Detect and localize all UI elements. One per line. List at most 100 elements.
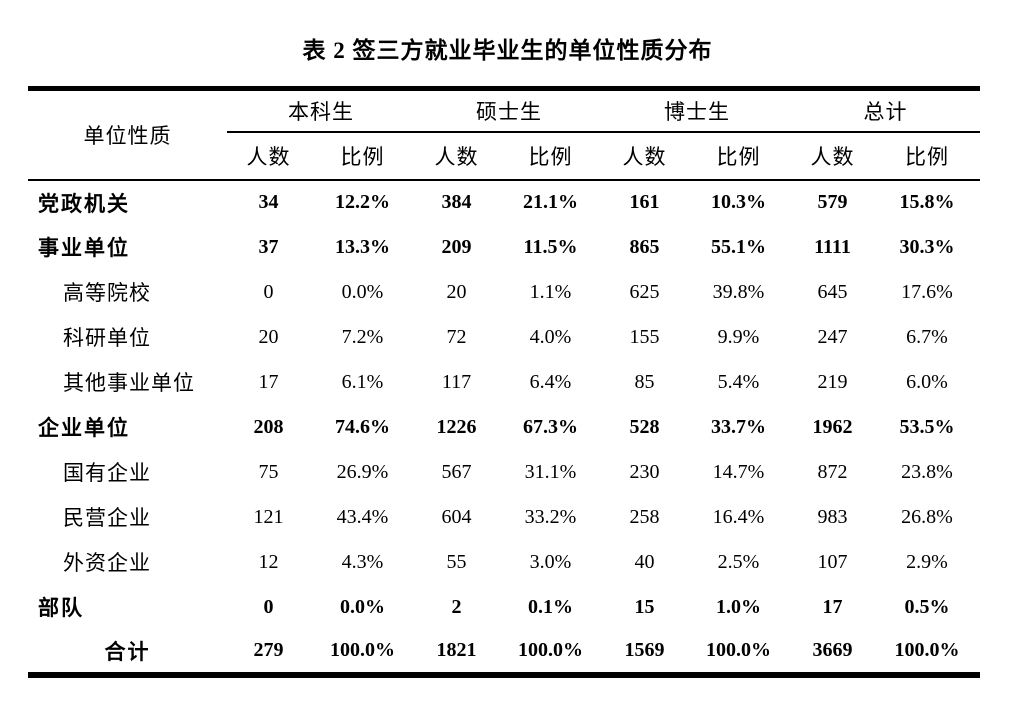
unit-nature-table: 单位性质 本科生 硕士生 博士生 总计 人数 比例 人数 比例 人数 比例 人数… xyxy=(28,86,980,678)
cell-count: 219 xyxy=(817,370,848,393)
table-row: 民营企业 121 43.4% 604 33.2% 258 16.4% 983 26.8% xyxy=(28,495,980,540)
cell-ratio: 10.3% xyxy=(711,191,766,213)
corner-header: 单位性质 xyxy=(28,88,227,181)
cell-count: 384 xyxy=(441,191,472,213)
cell-ratio: 33.7% xyxy=(711,415,766,438)
cell-count: 155 xyxy=(629,325,660,348)
cell-count: 0 xyxy=(263,595,274,618)
cell-ratio: 0.0% xyxy=(340,595,385,618)
cell-count: 75 xyxy=(258,460,279,483)
table-caption: 表 2 签三方就业毕业生的单位性质分布 xyxy=(302,38,713,63)
sub-header-ratio: 比例 xyxy=(874,131,980,181)
cell-ratio: 53.5% xyxy=(899,415,955,438)
cell-ratio: 33.2% xyxy=(524,505,577,528)
cell-count: 161 xyxy=(629,191,660,213)
group-header-total: 总计 xyxy=(791,88,980,133)
cell-count: 258 xyxy=(629,505,660,528)
cell-ratio: 23.8% xyxy=(901,460,953,483)
cell-ratio: 100.0% xyxy=(330,639,395,661)
cell-count: 865 xyxy=(629,235,660,258)
cell-ratio: 2.5% xyxy=(717,550,760,573)
cell-ratio: 12.2% xyxy=(335,191,390,213)
cell-count: 1821 xyxy=(436,639,477,661)
cell-count: 2 xyxy=(451,595,462,618)
cell-count: 1569 xyxy=(624,639,665,661)
cell-count: 230 xyxy=(629,460,660,483)
cell-count: 247 xyxy=(817,325,848,348)
cell-ratio: 100.0% xyxy=(518,639,583,661)
cell-ratio: 2.9% xyxy=(906,550,948,573)
cell-count: 20 xyxy=(446,280,467,303)
sub-header-count: 人数 xyxy=(227,131,310,181)
cell-count: 20 xyxy=(258,325,279,348)
cell-count: 1111 xyxy=(814,235,851,258)
table-row: 党政机关 34 12.2% 384 21.1% 161 10.3% 579 15.8% xyxy=(28,180,980,225)
cell-count: 117 xyxy=(441,370,472,393)
row-label: 部队 xyxy=(38,596,84,620)
cell-count: 40 xyxy=(634,550,655,573)
cell-ratio: 100.0% xyxy=(706,639,771,661)
cell-count: 208 xyxy=(253,415,284,438)
cell-ratio: 74.6% xyxy=(335,415,390,438)
cell-ratio: 9.9% xyxy=(717,325,760,348)
cell-ratio: 11.5% xyxy=(523,235,578,258)
cell-ratio: 15.8% xyxy=(899,191,955,213)
cell-count: 55 xyxy=(446,550,467,573)
sub-header-count: 人数 xyxy=(603,131,686,181)
cell-count: 279 xyxy=(253,639,284,661)
header-group-row: 单位性质 本科生 硕士生 博士生 总计 xyxy=(28,88,980,181)
cell-count: 37 xyxy=(258,235,279,258)
cell-count: 983 xyxy=(817,505,848,528)
cell-count: 1226 xyxy=(436,415,477,438)
cell-ratio: 7.2% xyxy=(341,325,384,348)
cell-count: 107 xyxy=(817,550,848,573)
cell-ratio: 13.3% xyxy=(335,235,390,258)
cell-ratio: 30.3% xyxy=(899,235,955,258)
cell-ratio: 26.8% xyxy=(901,505,953,528)
cell-count: 15 xyxy=(634,595,655,618)
row-label: 党政机关 xyxy=(38,191,130,216)
cell-count: 209 xyxy=(441,235,472,258)
cell-count: 17 xyxy=(822,595,843,618)
cell-ratio: 100.0% xyxy=(894,639,960,661)
cell-ratio: 3.0% xyxy=(529,550,572,573)
group-header-doctor: 博士生 xyxy=(603,88,791,133)
table-row: 部队 0 0.0% 2 0.1% 15 1.0% 17 0.5% xyxy=(28,585,980,630)
cell-count: 3669 xyxy=(812,639,853,661)
cell-count: 567 xyxy=(441,460,472,483)
sub-header-count: 人数 xyxy=(415,131,498,181)
cell-ratio: 4.0% xyxy=(529,325,572,348)
sub-header-count: 人数 xyxy=(791,131,874,181)
table-row: 高等院校 0 0.0% 20 1.1% 625 39.8% 645 17.6% xyxy=(28,270,980,315)
cell-ratio: 26.9% xyxy=(336,460,389,483)
table-row: 合计 279 100.0% 1821 100.0% 1569 100.0% 3669 100.0… xyxy=(28,630,980,675)
cell-ratio: 21.1% xyxy=(523,191,578,213)
table-row: 国有企业 75 26.9% 567 31.1% 230 14.7% 872 23.8% xyxy=(28,450,980,495)
cell-ratio: 6.1% xyxy=(341,370,384,393)
cell-ratio: 43.4% xyxy=(336,505,389,528)
cell-count: 645 xyxy=(817,280,848,303)
cell-ratio: 5.4% xyxy=(717,370,760,393)
cell-ratio: 0.5% xyxy=(904,595,950,618)
cell-ratio: 6.7% xyxy=(906,325,948,348)
cell-ratio: 1.1% xyxy=(529,280,572,303)
sub-header-ratio: 比例 xyxy=(498,131,603,181)
row-label: 事业单位 xyxy=(38,236,130,260)
cell-count: 0 xyxy=(263,280,274,303)
cell-ratio: 4.3% xyxy=(341,550,384,573)
row-label: 外资企业 xyxy=(63,551,151,575)
cell-ratio: 6.4% xyxy=(529,370,572,393)
cell-count: 72 xyxy=(446,325,467,348)
cell-count: 85 xyxy=(634,370,655,393)
row-label: 国有企业 xyxy=(63,461,151,485)
cell-count: 121 xyxy=(253,505,284,528)
table-row: 科研单位 20 7.2% 72 4.0% 155 9.9% 247 6.7% xyxy=(28,315,980,360)
cell-count: 12 xyxy=(258,550,279,573)
cell-count: 528 xyxy=(629,415,660,438)
cell-count: 872 xyxy=(817,460,848,483)
sub-header-ratio: 比例 xyxy=(310,131,415,181)
cell-count: 604 xyxy=(441,505,472,528)
cell-ratio: 0.1% xyxy=(528,595,573,618)
row-label: 企业单位 xyxy=(38,416,130,440)
